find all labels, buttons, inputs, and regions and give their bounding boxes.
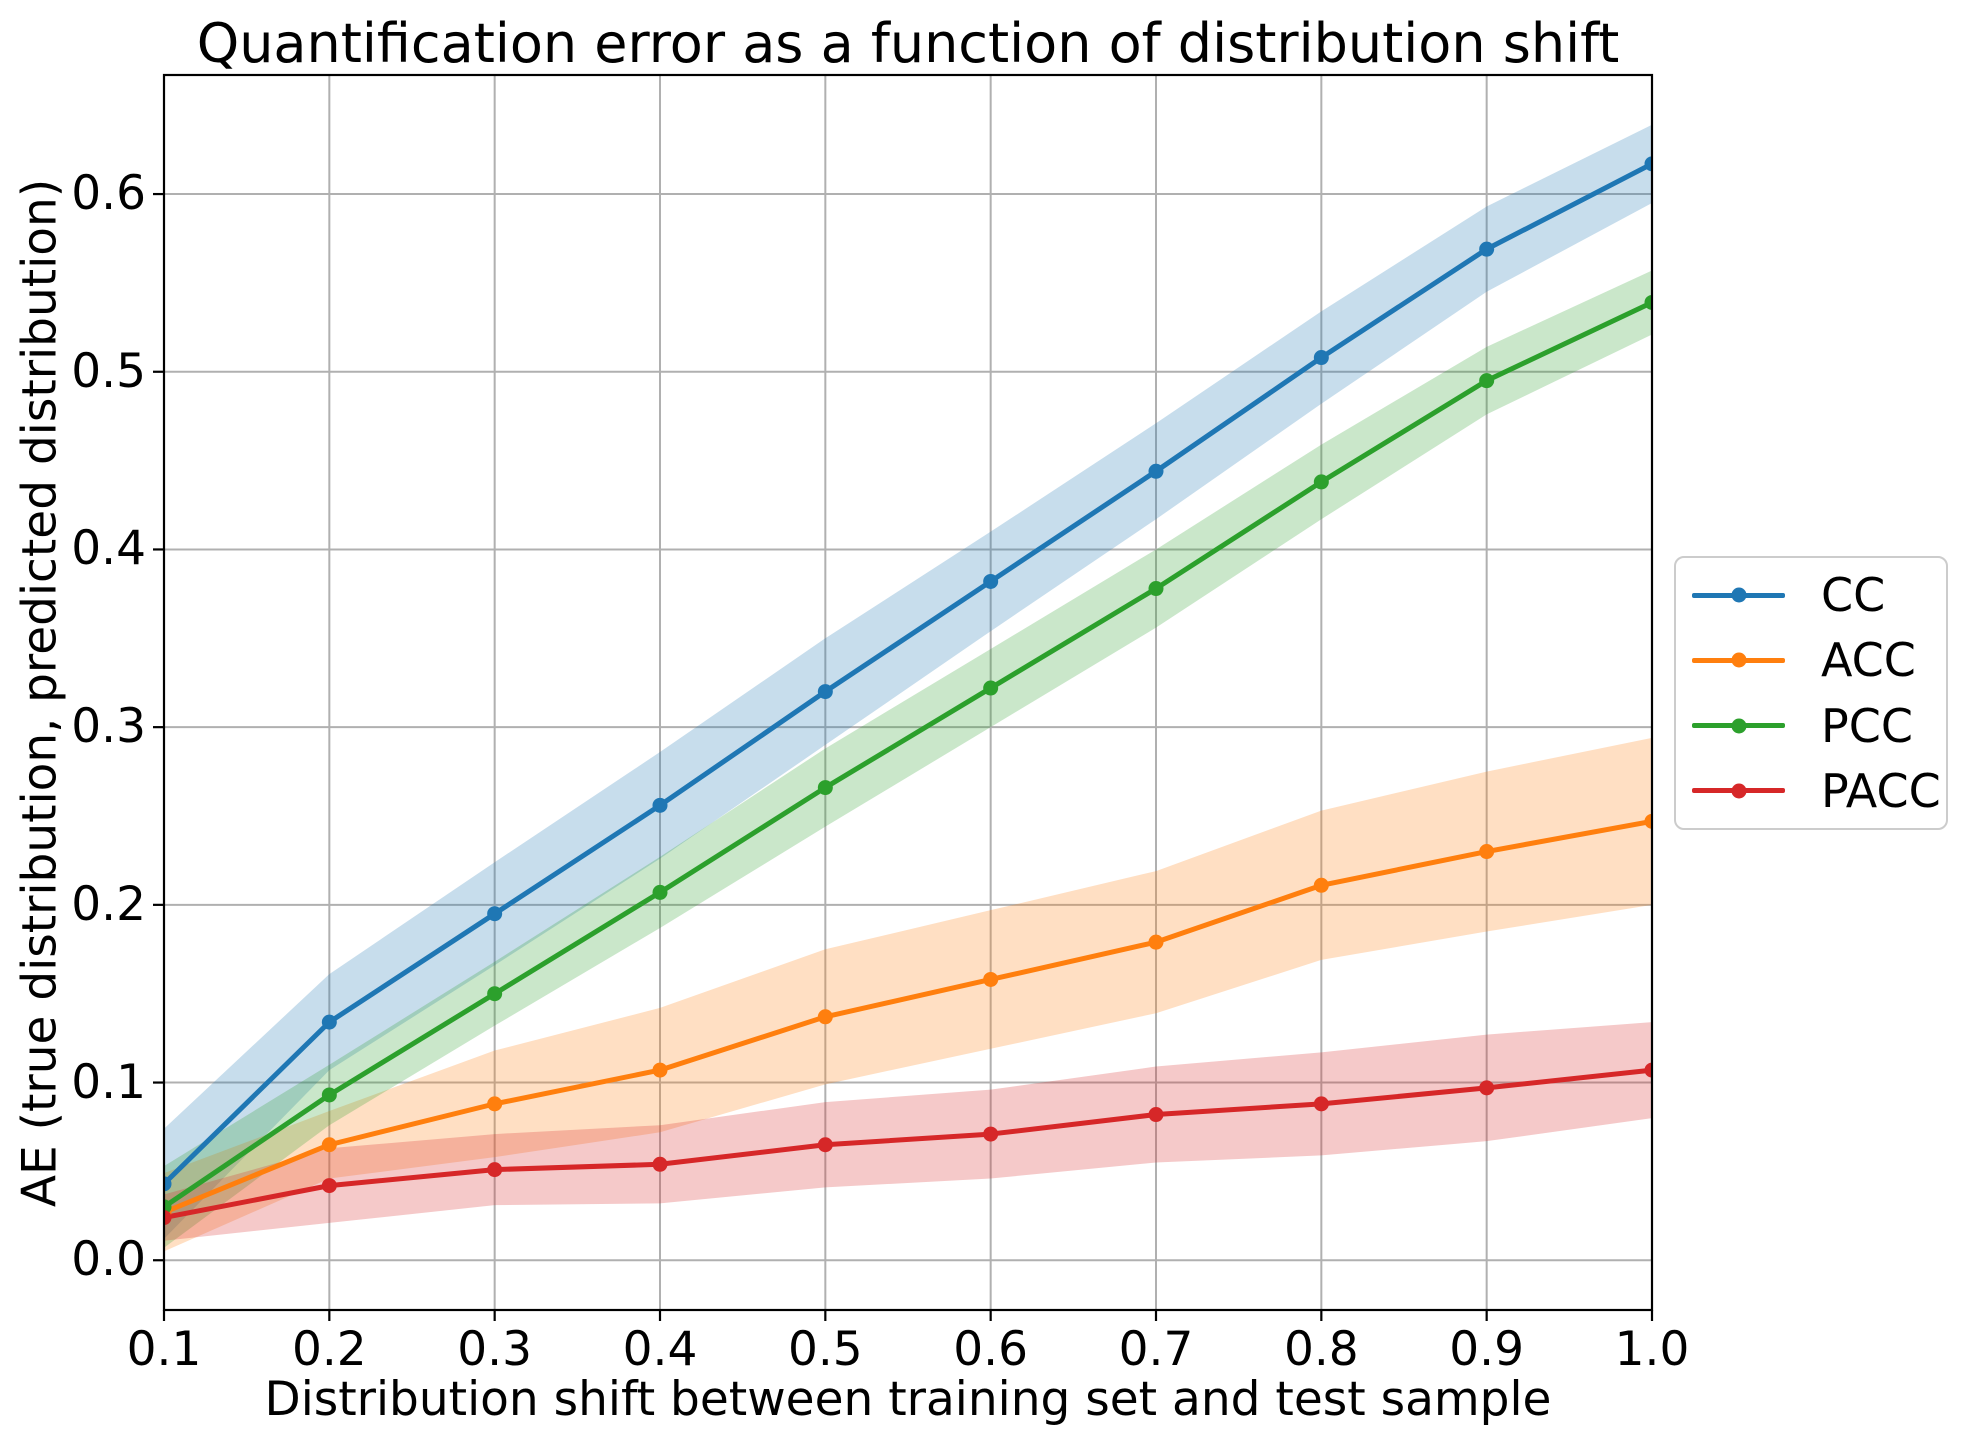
series-marker-pacc bbox=[164, 1210, 172, 1226]
series-marker-pacc bbox=[1313, 1096, 1329, 1112]
legend-label: PCC bbox=[1821, 698, 1913, 753]
legend-label: CC bbox=[1821, 568, 1886, 623]
x-tick-label: 0.7 bbox=[1118, 1322, 1194, 1377]
legend: CC ACC PCC PACC bbox=[1674, 556, 1948, 830]
y-tick-label: 0.6 bbox=[71, 166, 146, 222]
series-marker-pcc bbox=[817, 780, 833, 796]
series-marker-pcc bbox=[1644, 294, 1652, 310]
series-marker-acc bbox=[652, 1062, 668, 1078]
legend-item-acc: ACC bbox=[1676, 632, 1946, 688]
series-marker-cc bbox=[1148, 463, 1164, 479]
series-markers bbox=[164, 156, 1652, 1226]
x-tick-label: 0.2 bbox=[291, 1322, 367, 1377]
series-marker-cc bbox=[321, 1014, 337, 1030]
series-marker-pacc bbox=[321, 1178, 337, 1194]
legend-line-icon bbox=[1692, 587, 1785, 603]
series-marker-pcc bbox=[487, 986, 503, 1002]
legend-label: PACC bbox=[1821, 763, 1941, 818]
series-marker-acc bbox=[1313, 877, 1329, 893]
legend-marker-icon bbox=[1731, 718, 1746, 734]
series-marker-cc bbox=[1644, 156, 1652, 172]
series-band-acc bbox=[164, 737, 1652, 1252]
series-band-cc bbox=[164, 124, 1652, 1239]
series-marker-acc bbox=[487, 1096, 503, 1112]
series-line-cc bbox=[164, 161, 1652, 1187]
series-marker-cc bbox=[1313, 350, 1329, 366]
series-marker-pcc bbox=[321, 1087, 337, 1103]
series-marker-pacc bbox=[652, 1156, 668, 1172]
legend-line-icon bbox=[1692, 718, 1785, 734]
series-band-pacc bbox=[164, 1022, 1652, 1241]
legend-line-icon bbox=[1692, 783, 1785, 799]
series-marker-acc bbox=[1148, 934, 1164, 950]
series-line-pacc bbox=[164, 1067, 1652, 1221]
series-marker-pacc bbox=[1148, 1107, 1164, 1123]
x-tick-label: 0.9 bbox=[1449, 1322, 1525, 1377]
legend-item-cc: CC bbox=[1676, 567, 1946, 623]
series-marker-acc bbox=[1644, 813, 1652, 829]
confidence-bands bbox=[164, 124, 1652, 1252]
series-marker-cc bbox=[164, 1176, 172, 1192]
series-marker-pcc bbox=[1148, 581, 1164, 597]
x-tick-label: 0.4 bbox=[622, 1322, 698, 1377]
x-tick-label: 1.0 bbox=[1614, 1322, 1690, 1377]
legend-marker-icon bbox=[1731, 587, 1746, 603]
x-tick-label: 0.5 bbox=[787, 1322, 863, 1377]
series-marker-pcc bbox=[1313, 474, 1329, 490]
series-marker-pacc bbox=[1644, 1062, 1652, 1078]
y-tick-label: 0.5 bbox=[71, 343, 146, 399]
legend-label: ACC bbox=[1821, 633, 1916, 688]
series-line-pcc bbox=[164, 299, 1652, 1210]
series-marker-acc bbox=[817, 1009, 833, 1025]
series-marker-acc bbox=[983, 971, 999, 987]
legend-item-pacc: PACC bbox=[1676, 763, 1946, 819]
series-marker-cc bbox=[652, 797, 668, 813]
chart-title: Quantification error as a function of di… bbox=[196, 12, 1620, 75]
series-marker-pcc bbox=[983, 680, 999, 696]
y-tick-label: 0.1 bbox=[71, 1054, 146, 1110]
x-tick-label: 0.1 bbox=[126, 1322, 202, 1377]
series-marker-cc bbox=[817, 684, 833, 700]
y-axis-label: AE (true distribution, predicted distrib… bbox=[12, 178, 68, 1208]
series-marker-pacc bbox=[487, 1162, 503, 1178]
legend-marker-icon bbox=[1731, 783, 1746, 799]
series-band-pcc bbox=[164, 270, 1652, 1248]
y-tick-label: 0.2 bbox=[71, 876, 146, 932]
series-marker-pcc bbox=[652, 884, 668, 900]
series-lines bbox=[164, 161, 1652, 1221]
series-marker-acc bbox=[321, 1137, 337, 1153]
plot-border bbox=[162, 73, 1654, 1312]
series-line-acc bbox=[164, 818, 1652, 1215]
legend-line-icon bbox=[1692, 652, 1785, 668]
x-axis-label: Distribution shift between training set … bbox=[264, 1372, 1552, 1427]
series-marker-cc bbox=[1479, 241, 1495, 257]
tick-marks bbox=[153, 192, 1654, 1321]
series-marker-cc bbox=[487, 906, 503, 922]
x-tick-label: 0.8 bbox=[1283, 1322, 1359, 1377]
x-tick-label: 0.6 bbox=[953, 1322, 1029, 1377]
series-marker-acc bbox=[1479, 844, 1495, 860]
x-tick-label: 0.3 bbox=[457, 1322, 533, 1377]
y-tick-label: 0.3 bbox=[71, 699, 146, 755]
legend-marker-icon bbox=[1731, 652, 1746, 668]
series-marker-pacc bbox=[817, 1137, 833, 1153]
series-marker-cc bbox=[983, 573, 999, 589]
series-marker-pcc bbox=[1479, 373, 1495, 389]
series-marker-pacc bbox=[1479, 1080, 1495, 1096]
y-tick-label: 0.4 bbox=[71, 521, 146, 577]
legend-item-pcc: PCC bbox=[1676, 698, 1946, 754]
y-tick-label: 0.0 bbox=[71, 1232, 146, 1288]
series-marker-pacc bbox=[983, 1126, 999, 1142]
